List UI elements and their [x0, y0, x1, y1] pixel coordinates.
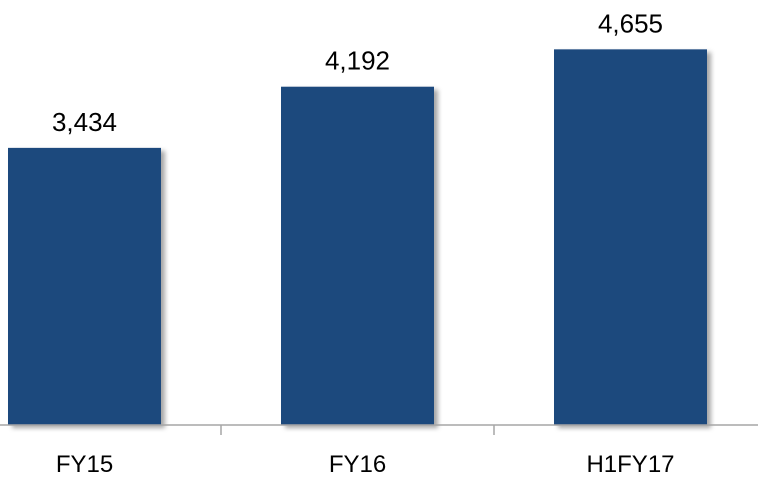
- data-label-h1fy17: 4,655: [598, 8, 663, 38]
- category-label-fy15: FY15: [56, 451, 113, 478]
- value-labels: 3,434 4,192 4,655: [52, 8, 663, 137]
- bar-h1fy17: [554, 49, 707, 426]
- bar-fy16: [281, 86, 434, 425]
- x-axis-ticks: [220, 425, 495, 435]
- bars-layer: [8, 49, 707, 426]
- data-label-fy15: 3,434: [52, 107, 117, 137]
- data-label-fy16: 4,192: [325, 46, 390, 76]
- category-label-fy16: FY16: [329, 451, 386, 478]
- bar-fy15: [8, 147, 161, 425]
- category-label-h1fy17: H1FY17: [586, 451, 674, 478]
- category-labels: FY15 FY16 H1FY17: [56, 451, 675, 478]
